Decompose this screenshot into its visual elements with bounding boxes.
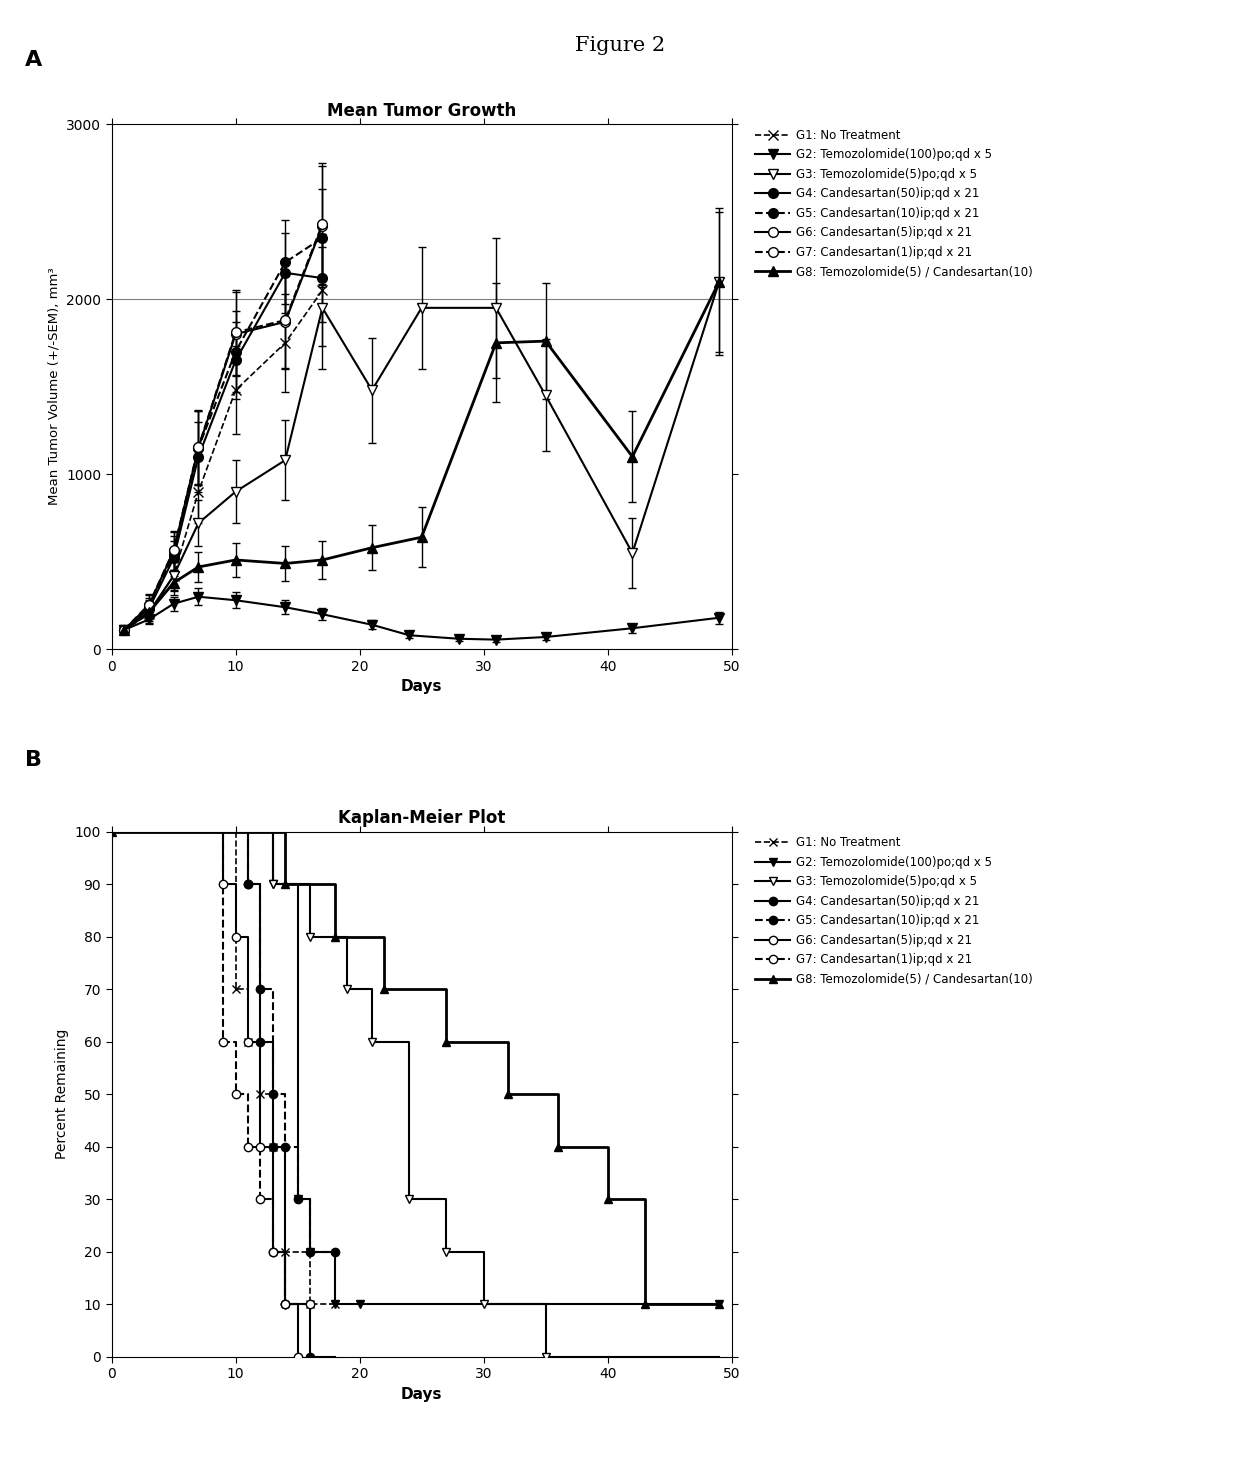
Legend: G1: No Treatment, G2: Temozolomide(100)po;qd x 5, G3: Temozolomide(5)po;qd x 5, : G1: No Treatment, G2: Temozolomide(100)p… bbox=[750, 832, 1038, 991]
X-axis label: Days: Days bbox=[401, 680, 443, 694]
Title: Kaplan-Meier Plot: Kaplan-Meier Plot bbox=[339, 810, 505, 827]
X-axis label: Days: Days bbox=[401, 1388, 443, 1402]
Y-axis label: Mean Tumor Volume (+/-SEM), mm³: Mean Tumor Volume (+/-SEM), mm³ bbox=[47, 268, 61, 505]
Text: B: B bbox=[25, 750, 42, 770]
Text: Figure 2: Figure 2 bbox=[575, 36, 665, 55]
Title: Mean Tumor Growth: Mean Tumor Growth bbox=[327, 102, 516, 120]
Legend: G1: No Treatment, G2: Temozolomide(100)po;qd x 5, G3: Temozolomide(5)po;qd x 5, : G1: No Treatment, G2: Temozolomide(100)p… bbox=[750, 124, 1038, 283]
Y-axis label: Percent Remaining: Percent Remaining bbox=[56, 1029, 69, 1160]
Text: A: A bbox=[25, 50, 42, 70]
